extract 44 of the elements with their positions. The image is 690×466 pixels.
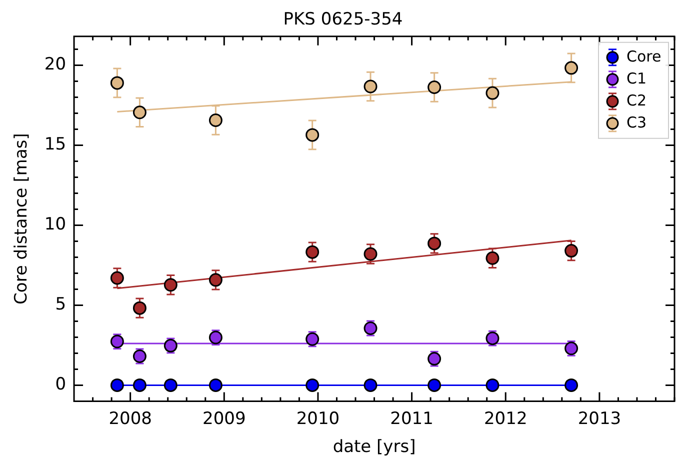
legend-label: C3 (626, 113, 647, 132)
point (208, 273, 222, 287)
y-tick-label: 15 (44, 134, 66, 155)
point (364, 378, 378, 392)
x-tick-label: 2013 (578, 408, 622, 429)
point (564, 244, 578, 258)
y-tick-label: 10 (44, 214, 66, 235)
point (306, 128, 320, 142)
point (164, 378, 178, 392)
point (564, 61, 578, 75)
point (306, 245, 320, 259)
point (132, 378, 146, 392)
x-axis-title: date [yrs] (332, 437, 416, 458)
point (110, 76, 124, 90)
point (428, 80, 442, 94)
y-tick-label: 0 (55, 374, 66, 395)
point (428, 378, 442, 392)
x-tick-label: 2011 (390, 408, 434, 429)
legend-label: Core (626, 47, 662, 66)
y-axis-title: Core distance [mas] (12, 133, 32, 304)
y-tick-label: 5 (55, 294, 66, 315)
point (132, 301, 146, 315)
point (486, 251, 500, 265)
x-tick-label: 2008 (108, 408, 152, 429)
point (564, 378, 578, 392)
point (208, 113, 222, 127)
point (486, 86, 500, 100)
chart-title: PKS 0625-354 (283, 10, 403, 30)
x-tick-label: 2009 (202, 408, 246, 429)
y-tick-label: 20 (44, 54, 66, 75)
x-tick-label: 2012 (484, 408, 528, 429)
point (364, 80, 378, 94)
point (110, 271, 124, 285)
x-tick-label: 2010 (296, 408, 340, 429)
point (208, 378, 222, 392)
point (364, 247, 378, 261)
point (486, 378, 500, 392)
point (164, 278, 178, 292)
legend-label: C2 (626, 91, 647, 110)
legend-label: C1 (626, 69, 647, 88)
point (428, 236, 442, 250)
point (110, 378, 124, 392)
point (132, 106, 146, 120)
point (306, 378, 320, 392)
